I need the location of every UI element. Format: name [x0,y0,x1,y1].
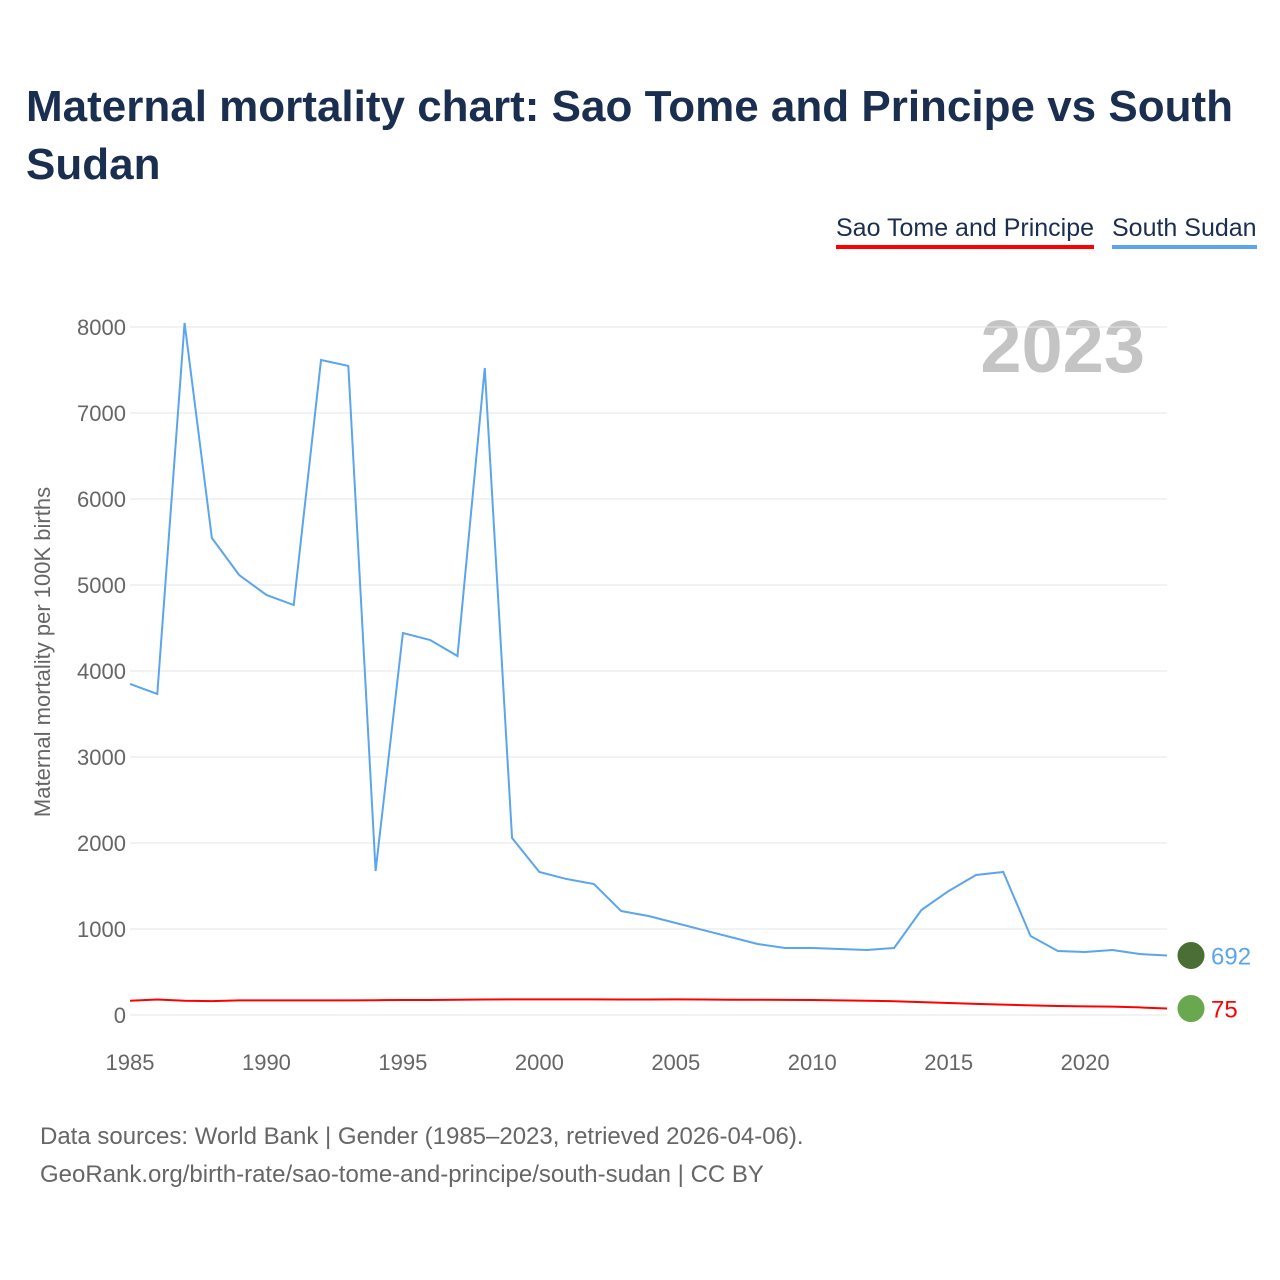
x-tick-label: 1995 [378,1050,427,1075]
year-watermark: 2023 [980,305,1145,388]
y-tick-label: 4000 [77,659,126,684]
footer-source: Data sources: World Bank | Gender (1985–… [40,1118,804,1194]
y-tick-label: 5000 [77,573,126,598]
flag-icon-south-sudan [1176,940,1206,970]
x-tick-label: 2005 [651,1050,700,1075]
end-value-label: 75 [1211,997,1238,1024]
series-line-sao-tome[interactable] [129,998,1168,1010]
y-tick-label: 6000 [77,487,126,512]
x-tick-label: 2015 [924,1050,973,1075]
x-tick-label: 2010 [788,1050,837,1075]
end-value-label: 692 [1211,943,1251,970]
chart-title: Maternal mortality chart: Sao Tome and P… [26,82,1233,189]
x-tick-label: 2020 [1061,1050,1110,1075]
y-tick-label: 1000 [77,917,126,942]
series-line-south-sudan[interactable] [129,322,1168,957]
legend-item-south-sudan[interactable]: South Sudan [1112,214,1257,249]
x-tick-label: 1985 [106,1050,155,1075]
source-line-2[interactable]: GeoRank.org/birth-rate/sao-tome-and-prin… [40,1161,764,1188]
y-tick-label: 2000 [77,831,126,856]
flag-icon-sao-tome [1176,994,1206,1024]
y-tick-label: 7000 [77,401,126,426]
x-tick-label: 1990 [242,1050,291,1075]
source-line-1: Data sources: World Bank | Gender (1985–… [40,1123,804,1150]
y-tick-label: 3000 [77,745,126,770]
y-tick-label: 0 [114,1003,126,1028]
y-tick-label: 8000 [77,315,126,340]
x-tick-label: 2000 [515,1050,564,1075]
legend-item-sao-tome[interactable]: Sao Tome and Principe [836,214,1095,249]
y-axis-label: Maternal mortality per 100K births [30,487,55,817]
